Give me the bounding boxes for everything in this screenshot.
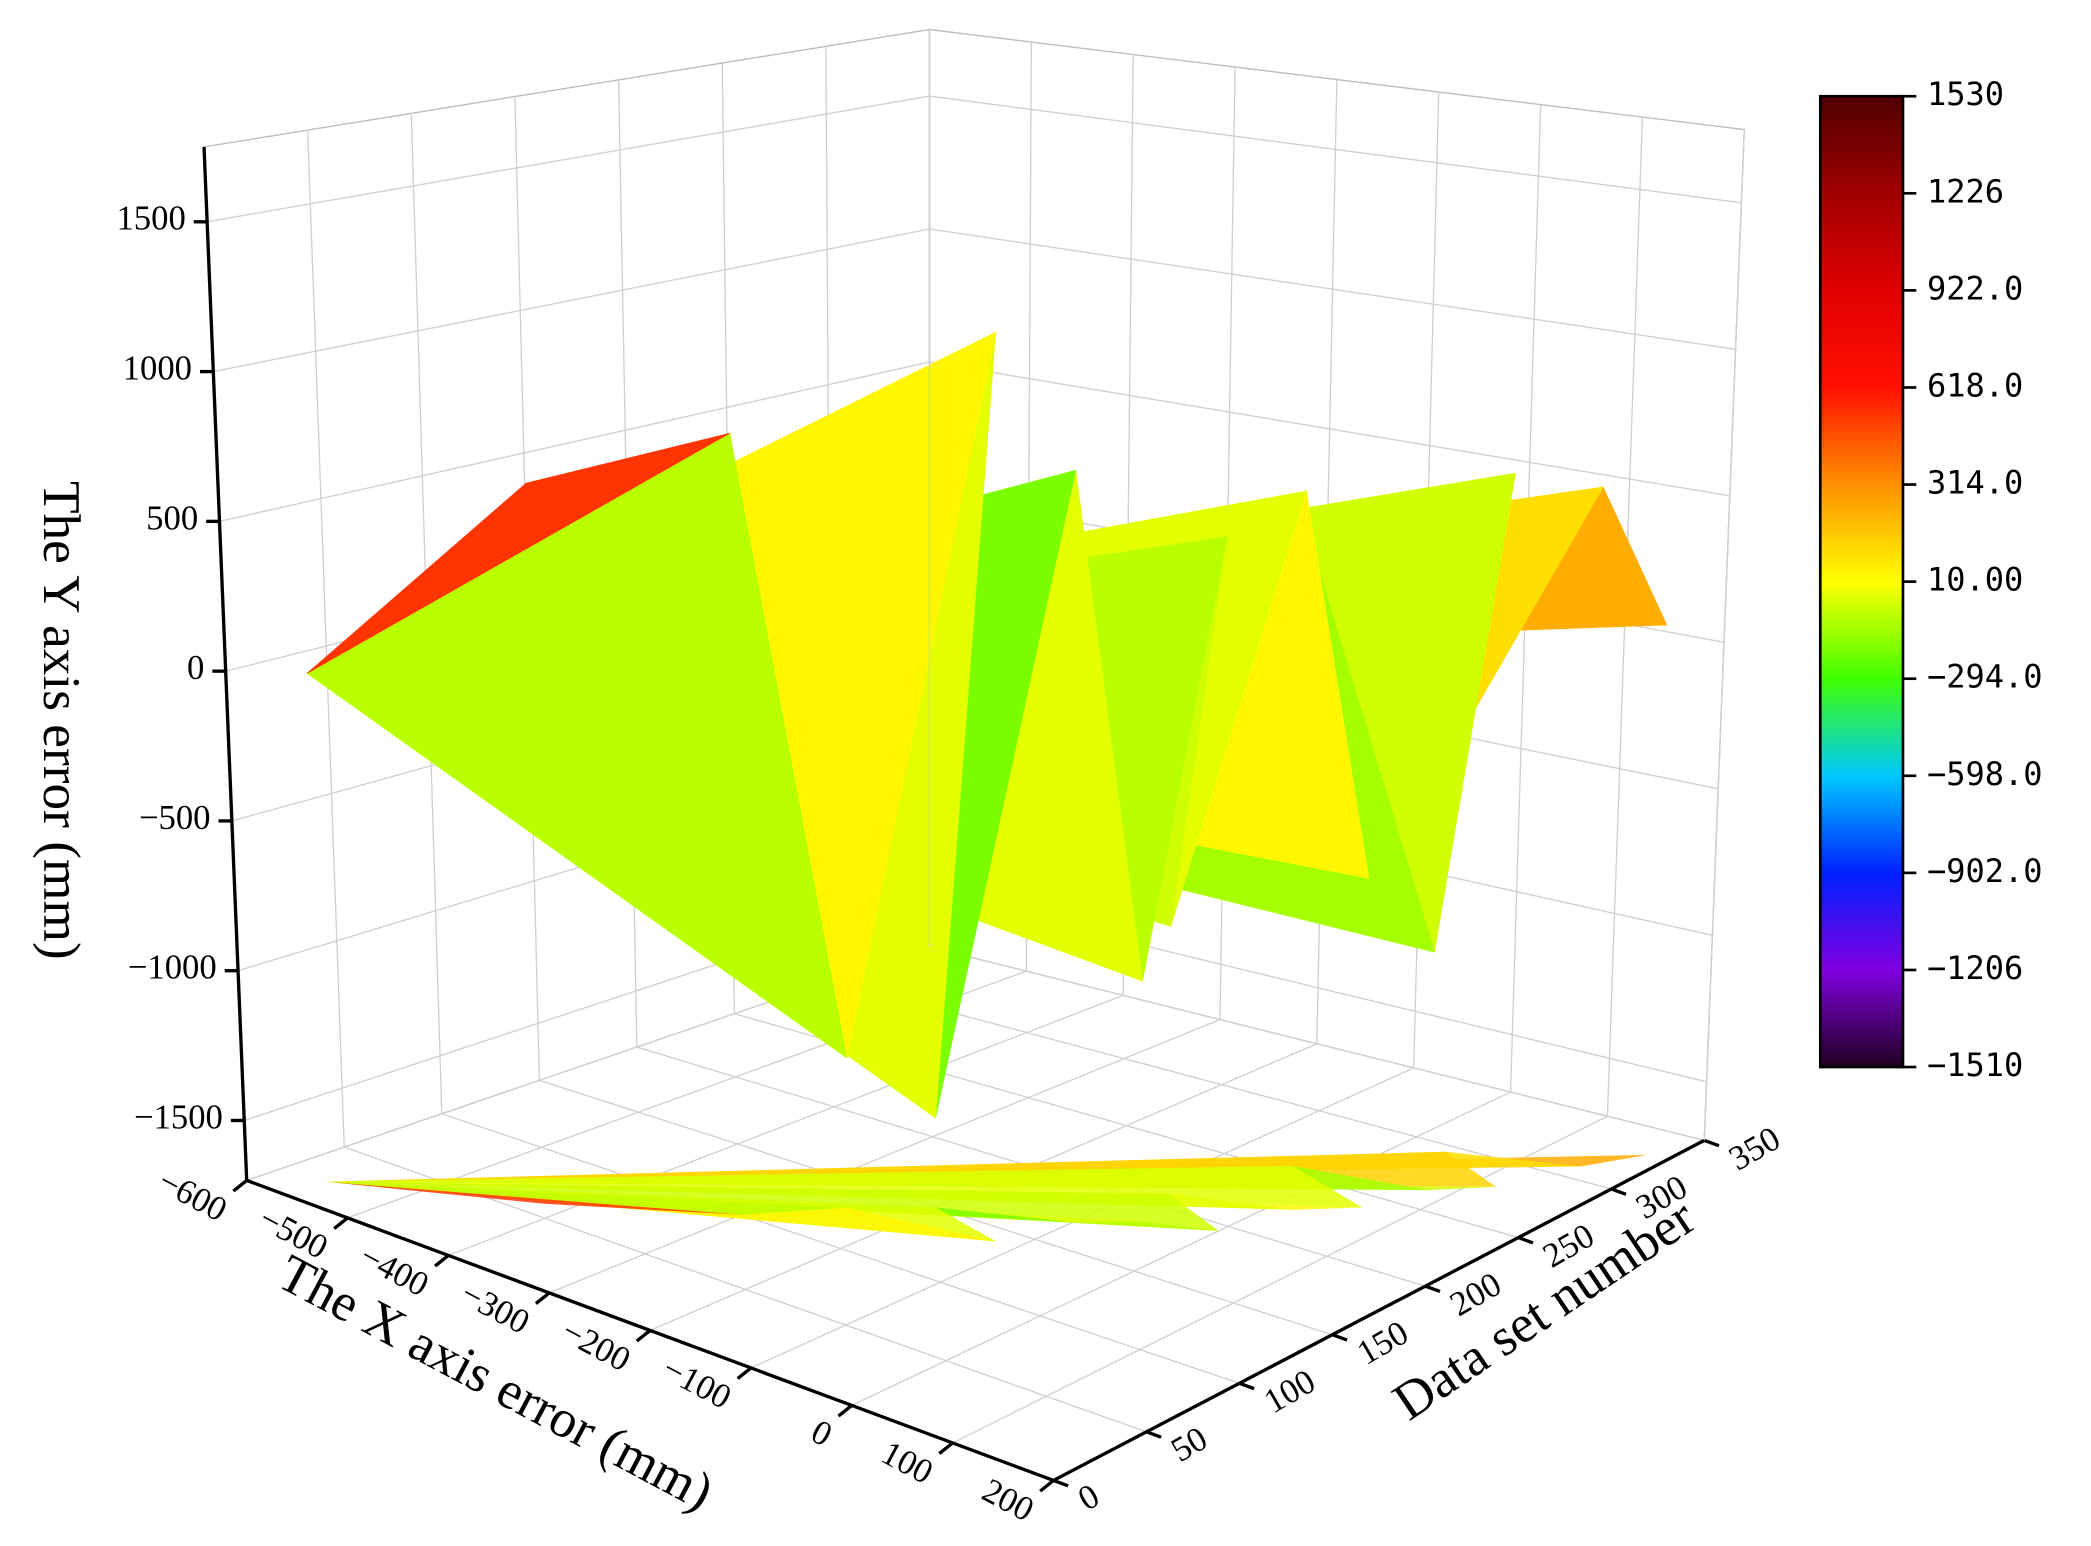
grid-line — [851, 1091, 1511, 1407]
grid-line — [831, 979, 1612, 1190]
x-tick-label: 0 — [805, 1413, 838, 1455]
x-tick — [635, 1329, 652, 1343]
z-tick-label: −1500 — [134, 1098, 223, 1136]
x-axis-title: The X axis error (mm) — [269, 1242, 723, 1522]
y-tick-label: 150 — [1351, 1314, 1415, 1373]
grid-line — [929, 946, 1705, 1142]
axis-line — [246, 1178, 1055, 1483]
surface-facet — [306, 432, 730, 674]
x-tick — [837, 1404, 853, 1418]
colorbar — [1818, 94, 1905, 1069]
colorbar-tick-label: 314.0 — [1927, 464, 2023, 502]
axis-line — [1703, 129, 1745, 1141]
y-tick — [1145, 1430, 1162, 1439]
y-tick — [1703, 1138, 1720, 1148]
x-tick — [434, 1254, 450, 1268]
colorbar-tick-label: −1510 — [1927, 1046, 2023, 1084]
colorbar-tick-label: 922.0 — [1927, 269, 2023, 307]
grid-line — [307, 130, 345, 1148]
y-tick — [1424, 1284, 1441, 1294]
x-tick-label: 200 — [976, 1471, 1040, 1529]
y-tick-label: 350 — [1723, 1119, 1787, 1178]
grid-line — [441, 1113, 1240, 1384]
grid-line — [207, 95, 930, 223]
axis-line — [202, 146, 249, 1181]
x-tick — [938, 1441, 954, 1455]
z-tick-label: 0 — [187, 649, 204, 687]
floor-projection — [325, 1181, 849, 1215]
x-tick — [1039, 1479, 1055, 1493]
y-tick — [1331, 1333, 1348, 1342]
z-axis-title: The Y axis error (mm) — [32, 481, 92, 960]
colorbar-tick-label: −598.0 — [1927, 755, 2043, 793]
z-tick-label: 1000 — [123, 350, 192, 388]
colorbar-tick-label: 1530 — [1927, 75, 2004, 113]
y-tick — [1610, 1187, 1627, 1196]
colorbar-tick-label: 1226 — [1927, 172, 2004, 210]
grid-line — [549, 1018, 1221, 1294]
colorbar-tick-label: −902.0 — [1927, 852, 2043, 890]
x-tick-label: 100 — [875, 1434, 939, 1492]
z-tick-label: −1000 — [128, 949, 217, 987]
axis-line — [1052, 1138, 1706, 1482]
y-tick — [1517, 1235, 1534, 1245]
grid-line — [952, 1115, 1608, 1444]
colorbar-tick-label: −1206 — [1927, 949, 2023, 987]
z-tick-label: −500 — [139, 799, 211, 837]
y-tick — [1238, 1381, 1255, 1391]
z-tick-label: 500 — [146, 499, 198, 537]
x-tick — [534, 1291, 551, 1305]
colorbar-tick-label: 10.00 — [1927, 561, 2023, 599]
x-tick-label: −600 — [152, 1162, 233, 1229]
x-tick — [333, 1216, 349, 1230]
x-tick — [736, 1366, 752, 1380]
colorbar-tick-label: 618.0 — [1927, 366, 2023, 404]
grid-line — [213, 228, 930, 373]
y-tick-label: 0 — [1072, 1477, 1106, 1519]
y-tick-label: 100 — [1258, 1362, 1322, 1421]
z-tick-label: 1500 — [116, 200, 185, 238]
grid-line — [448, 994, 1124, 1257]
y-tick-label: 50 — [1165, 1419, 1214, 1469]
grid-line — [219, 361, 930, 523]
x-tick — [232, 1179, 248, 1193]
colorbar-tick-label: −294.0 — [1927, 658, 2043, 696]
y-tick — [1052, 1478, 1069, 1488]
